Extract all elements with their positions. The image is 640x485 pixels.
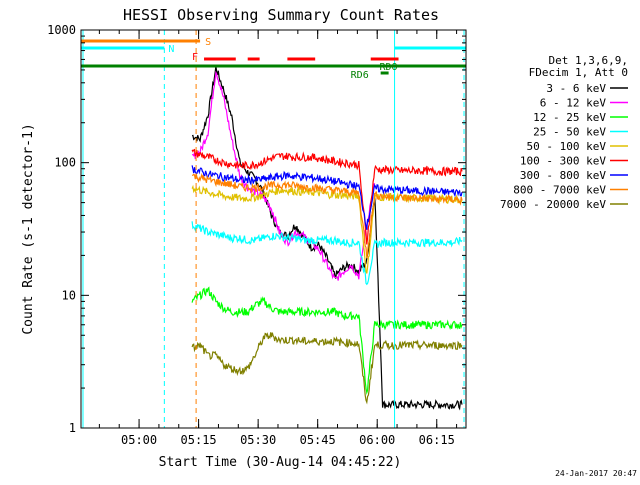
y-tick-label: 100: [54, 156, 76, 170]
y-tick-label: 1: [69, 421, 76, 435]
footer-date: 24-Jan-2017 20:47: [555, 469, 637, 478]
flag-bar-label: F: [192, 52, 198, 63]
legend-entry-label: 800 - 7000 keV: [513, 184, 606, 197]
plot-frame: [80, 29, 467, 429]
series-line-7000-20000-kev: [191, 331, 463, 405]
x-tick-label: 06:00: [359, 433, 395, 447]
y-tick-label: 1000: [47, 23, 76, 37]
series-line-25-50-kev: [191, 221, 463, 286]
x-tick-label: 05:30: [240, 433, 276, 447]
legend-entry-label: 25 - 50 keV: [533, 126, 606, 139]
vline-group: [82, 30, 465, 428]
series-line-100-300-kev: [191, 148, 463, 245]
flag-bar-label: RD6: [351, 70, 369, 81]
y-tick-label: 10: [62, 288, 76, 302]
legend-entry-label: 6 - 12 keV: [540, 97, 607, 110]
series-line-300-800-kev: [191, 165, 463, 230]
x-axis-label: Start Time (30-Aug-14 04:45:22): [159, 455, 402, 470]
y-axis-label: Count Rate (s-1 detector-1): [21, 123, 36, 334]
chart-title: HESSI Observing Summary Count Rates: [123, 6, 439, 24]
series-line-800-7000-kev: [191, 172, 463, 259]
y-axis: 1 10 100 1000: [47, 23, 466, 435]
x-axis: 05:00 05:15 05:30 05:45 06:00 06:15: [98, 30, 458, 447]
legend-entry-label: 7000 - 20000 keV: [500, 198, 606, 211]
flag-bar-group: S N F RDO RD6: [81, 37, 466, 81]
legend-entry-label: 50 - 100 keV: [527, 140, 607, 153]
legend-entry-label: 300 - 800 keV: [520, 169, 606, 182]
legend-header: FDecim 1, Att 0: [529, 66, 628, 79]
x-tick-label: 05:00: [121, 433, 157, 447]
legend-entry-label: 3 - 6 keV: [546, 82, 606, 95]
legend: Det 1,3,6,9,FDecim 1, Att 0 3 - 6 keV 6 - …: [500, 54, 628, 211]
series-line-12-25-kev: [191, 286, 463, 395]
x-tick-label: 06:15: [419, 433, 455, 447]
series-line-50-100-kev: [191, 184, 463, 274]
x-tick-label: 05:15: [181, 433, 217, 447]
x-tick-label: 05:45: [300, 433, 336, 447]
flag-bar-label: S: [205, 37, 211, 48]
flag-bar-label: RDO: [379, 62, 397, 73]
series-group: [191, 66, 463, 411]
legend-entry-label: 12 - 25 keV: [533, 111, 606, 124]
flag-bar-label: N: [168, 44, 174, 55]
legend-entry-label: 100 - 300 keV: [520, 155, 606, 168]
series-line-3-6-kev: [191, 66, 463, 411]
legend-header: Det 1,3,6,9,: [549, 54, 628, 67]
